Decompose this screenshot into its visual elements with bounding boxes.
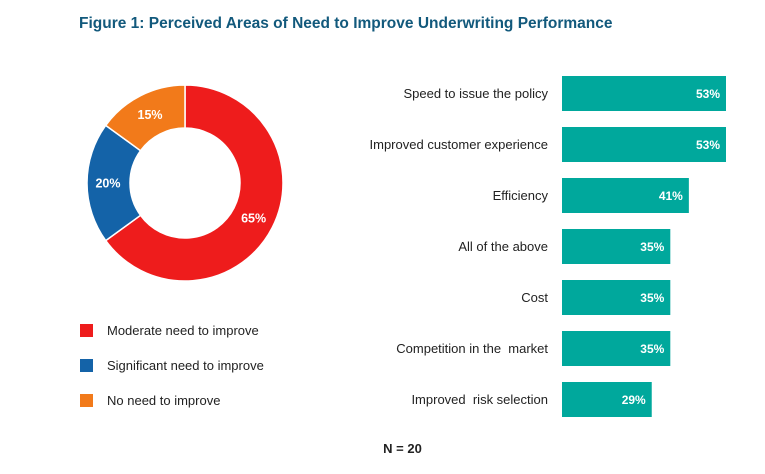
bar-value-label: 35% — [640, 240, 664, 254]
donut-slice — [104, 84, 284, 282]
legend-item: Significant need to improve — [80, 356, 264, 374]
bar-value-label: 29% — [622, 393, 646, 407]
bar — [562, 331, 671, 366]
legend-swatch — [80, 323, 93, 337]
legend-label: No need to improve — [107, 392, 221, 408]
donut-slice-label: 65% — [241, 211, 266, 225]
donut-legend: Moderate need to improve Significant need… — [80, 321, 264, 426]
bar-category-label: Improved risk selection — [411, 392, 548, 407]
donut-slice-label: 15% — [138, 108, 163, 122]
bar-value-label: 35% — [640, 291, 664, 305]
donut-slice — [104, 84, 186, 152]
bar-category-label: All of the above — [458, 239, 548, 254]
legend-label: Moderate need to improve — [107, 322, 259, 338]
bar — [562, 76, 726, 111]
donut-slice-label: 20% — [95, 177, 120, 191]
bar — [562, 127, 726, 162]
donut-chart: 65% 20% 15% — [86, 84, 284, 282]
legend-label: Significant need to improve — [107, 357, 264, 373]
legend-swatch — [80, 358, 93, 372]
bar-value-label: 41% — [659, 189, 683, 203]
legend-swatch — [80, 393, 93, 407]
bar-category-label: Improved customer experience — [370, 137, 548, 152]
bar — [562, 280, 671, 315]
legend-item: Moderate need to improve — [80, 321, 264, 339]
sample-size-note: N = 20 — [383, 441, 422, 456]
bar-category-label: Cost — [521, 290, 548, 305]
bar — [562, 178, 689, 213]
bar-category-label: Efficiency — [493, 188, 549, 203]
legend-item: No need to improve — [80, 391, 264, 409]
chart-title: Figure 1: Perceived Areas of Need to Imp… — [79, 15, 613, 32]
bar — [562, 382, 652, 417]
bar-value-label: 53% — [696, 87, 720, 101]
bar-category-label: Competition in the market — [396, 341, 548, 356]
bar — [562, 229, 671, 264]
bar-value-label: 35% — [640, 342, 664, 356]
bar-category-label: Speed to issue the policy — [403, 86, 548, 101]
bar-value-label: 53% — [696, 138, 720, 152]
